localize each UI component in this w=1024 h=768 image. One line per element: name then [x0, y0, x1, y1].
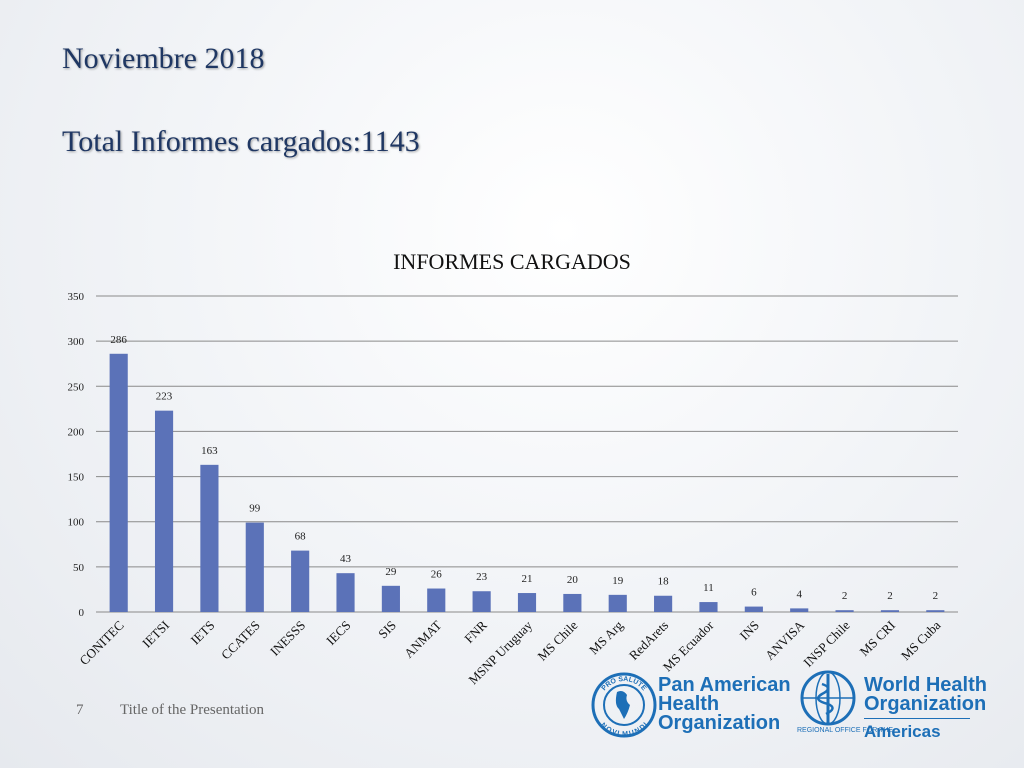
- data-label: 223: [156, 391, 173, 403]
- data-label: 19: [612, 575, 624, 587]
- data-label: 29: [385, 566, 397, 578]
- y-tick-label: 300: [68, 336, 85, 348]
- bar: [109, 353, 128, 612]
- data-label: 4: [796, 588, 802, 600]
- data-label: 163: [201, 445, 218, 457]
- paho-seal-outer-ring: [591, 672, 657, 738]
- x-tick-label: CCATES: [218, 618, 263, 663]
- bar: [790, 608, 809, 612]
- x-tick-label: RedArets: [626, 618, 671, 663]
- bar: [744, 606, 763, 612]
- data-label: 23: [476, 571, 488, 583]
- paho-line3: Organization: [658, 712, 781, 734]
- bar: [291, 550, 310, 612]
- x-tick-label: INS: [737, 618, 762, 643]
- x-tick-label: ANMAT: [401, 617, 444, 660]
- x-tick-label: MS Arg: [586, 617, 626, 657]
- bar: [381, 585, 400, 612]
- who-regional-office: REGIONAL OFFICE FOR THE: [797, 727, 894, 734]
- y-tick-label: 50: [73, 562, 85, 574]
- data-label: 20: [567, 574, 579, 586]
- chart-labels: 050100150200250300350286CONITEC223IETSI1…: [68, 291, 944, 687]
- data-label: 43: [340, 553, 352, 565]
- bar: [608, 594, 627, 612]
- x-tick-label: CONITEC: [76, 618, 126, 668]
- y-tick-label: 150: [68, 472, 85, 484]
- data-label: 99: [249, 503, 261, 515]
- x-tick-label: SIS: [375, 618, 399, 642]
- bar: [427, 588, 446, 612]
- chart-grid: [96, 295, 958, 613]
- who-wordmark: World Health Organization: [864, 674, 987, 715]
- y-tick-label: 200: [68, 426, 85, 438]
- slide-subtitle-total: Total Informes cargados:1143: [62, 125, 420, 158]
- bar: [154, 410, 174, 612]
- x-tick-label: INSP Chile: [800, 617, 853, 670]
- who-line2: Organization: [864, 693, 987, 715]
- x-tick-label: FNR: [461, 617, 490, 646]
- bar: [654, 595, 673, 612]
- y-tick-label: 0: [79, 607, 85, 619]
- slide-title: Noviembre 2018: [62, 42, 265, 75]
- who-americas: Americas: [864, 722, 941, 741]
- paho-logo: PRO SALUTE NOVI MUNDI: [591, 672, 657, 738]
- who-line1: World Health: [864, 674, 987, 696]
- y-tick-label: 100: [68, 517, 85, 529]
- data-label: 2: [842, 590, 848, 602]
- data-label: 68: [295, 531, 307, 543]
- data-label: 2: [887, 590, 893, 602]
- chart-title: INFORMES CARGADOS: [393, 249, 631, 274]
- x-tick-label: MS Chile: [534, 617, 580, 663]
- bar: [200, 464, 219, 612]
- x-tick-label: ANVISA: [762, 617, 808, 663]
- data-label: 26: [431, 569, 443, 581]
- bar: [699, 602, 718, 612]
- bar: [835, 610, 854, 612]
- who-serpent-icon: [816, 682, 834, 716]
- data-label: 2: [933, 590, 939, 602]
- x-tick-label: MS CRI: [857, 618, 899, 660]
- paho-seal-inner-ring: [603, 684, 645, 726]
- americas-map-icon: [615, 691, 630, 719]
- bar: [880, 610, 900, 612]
- y-tick-label: 250: [68, 381, 85, 393]
- bar: [336, 573, 355, 612]
- chart-bars: [109, 353, 945, 612]
- x-tick-label: IETSI: [139, 618, 172, 651]
- x-tick-label: IETS: [188, 618, 218, 648]
- data-label: 21: [522, 573, 533, 585]
- bar: [245, 522, 264, 612]
- data-label: 6: [751, 587, 757, 599]
- x-tick-label: MS Cuba: [898, 617, 944, 663]
- bar: [563, 593, 582, 612]
- x-tick-label: INESSS: [267, 618, 308, 659]
- x-tick-label: IECS: [323, 618, 354, 649]
- bar: [926, 610, 945, 612]
- data-label: 286: [110, 334, 127, 346]
- paho-wordmark: Pan American Health Organization: [658, 674, 791, 734]
- who-logo: [800, 670, 856, 726]
- data-label: 18: [658, 576, 670, 588]
- footer-title: Title of the Presentation: [120, 702, 265, 718]
- paho-line2: Health: [658, 693, 720, 715]
- bar: [472, 591, 491, 612]
- paho-line1: Pan American: [658, 674, 791, 696]
- data-label: 11: [703, 582, 714, 594]
- y-tick-label: 350: [68, 291, 85, 303]
- slide-number: 7: [76, 702, 84, 718]
- who-divider: [864, 718, 970, 719]
- bar: [517, 593, 537, 612]
